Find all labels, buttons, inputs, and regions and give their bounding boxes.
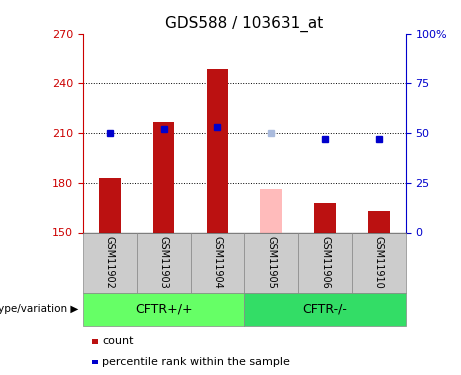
Bar: [153, 122, 174, 232]
Bar: [99, 178, 121, 232]
Bar: [207, 69, 228, 232]
Text: CFTR+/+: CFTR+/+: [135, 303, 192, 316]
FancyBboxPatch shape: [298, 232, 352, 292]
Text: GSM11910: GSM11910: [374, 236, 384, 288]
Text: GSM11904: GSM11904: [213, 236, 223, 288]
Text: GSM11906: GSM11906: [320, 236, 330, 288]
FancyBboxPatch shape: [244, 292, 406, 326]
Text: GSM11902: GSM11902: [105, 236, 115, 288]
FancyBboxPatch shape: [137, 232, 190, 292]
FancyBboxPatch shape: [83, 292, 244, 326]
FancyBboxPatch shape: [244, 232, 298, 292]
FancyBboxPatch shape: [83, 232, 137, 292]
FancyBboxPatch shape: [190, 232, 244, 292]
Text: CFTR-/-: CFTR-/-: [302, 303, 348, 316]
Title: GDS588 / 103631_at: GDS588 / 103631_at: [165, 16, 324, 32]
Text: percentile rank within the sample: percentile rank within the sample: [102, 357, 290, 367]
Text: genotype/variation ▶: genotype/variation ▶: [0, 304, 78, 314]
Text: GSM11903: GSM11903: [159, 236, 169, 288]
Text: count: count: [102, 336, 134, 346]
Bar: [368, 211, 390, 232]
FancyBboxPatch shape: [352, 232, 406, 292]
Bar: [260, 189, 282, 232]
Bar: [314, 202, 336, 232]
Text: GSM11905: GSM11905: [266, 236, 276, 288]
